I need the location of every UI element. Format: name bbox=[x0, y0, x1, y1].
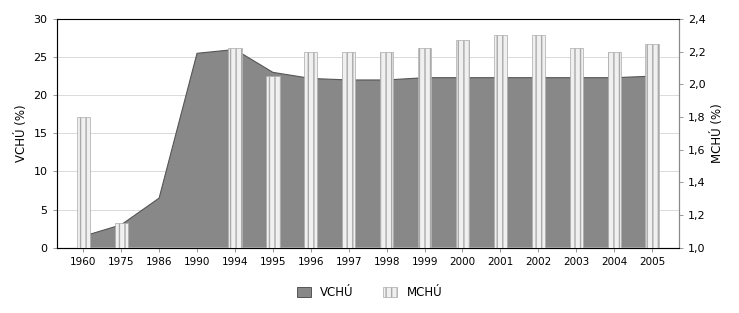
Legend: VCHÚ, MCHÚ: VCHÚ, MCHÚ bbox=[292, 281, 447, 304]
Bar bbox=[228, 49, 242, 248]
Bar bbox=[266, 76, 279, 248]
Polygon shape bbox=[84, 49, 652, 248]
Bar bbox=[531, 35, 545, 248]
Bar bbox=[77, 117, 90, 248]
Bar bbox=[380, 52, 393, 248]
Bar bbox=[607, 52, 621, 248]
Bar bbox=[418, 49, 432, 248]
Bar bbox=[645, 44, 658, 248]
Bar bbox=[304, 52, 318, 248]
Bar bbox=[456, 40, 469, 248]
Bar bbox=[570, 49, 583, 248]
Y-axis label: MCHÚ (%): MCHÚ (%) bbox=[711, 104, 724, 163]
Bar bbox=[115, 223, 128, 248]
Y-axis label: VCHÚ (%): VCHÚ (%) bbox=[15, 105, 28, 162]
Bar bbox=[342, 52, 355, 248]
Bar bbox=[494, 35, 507, 248]
